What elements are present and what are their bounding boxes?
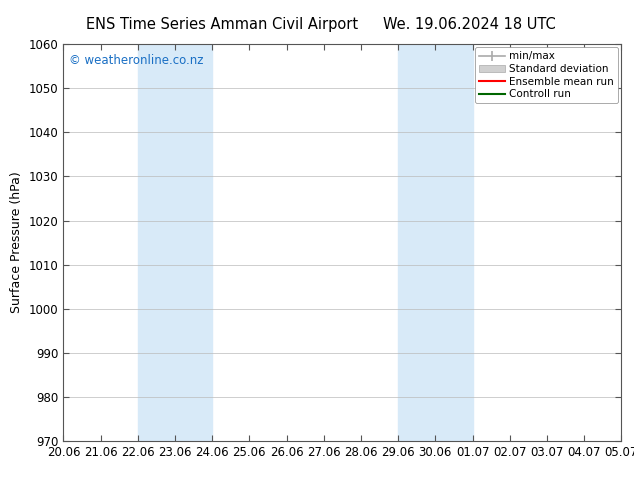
Y-axis label: Surface Pressure (hPa): Surface Pressure (hPa)	[10, 172, 23, 314]
Bar	[398, 44, 472, 441]
Text: ENS Time Series Amman Civil Airport: ENS Time Series Amman Civil Airport	[86, 17, 358, 32]
Bar	[138, 44, 212, 441]
Legend: min/max, Standard deviation, Ensemble mean run, Controll run: min/max, Standard deviation, Ensemble me…	[475, 47, 618, 103]
Text: © weatheronline.co.nz: © weatheronline.co.nz	[69, 54, 204, 67]
Text: We. 19.06.2024 18 UTC: We. 19.06.2024 18 UTC	[383, 17, 555, 32]
